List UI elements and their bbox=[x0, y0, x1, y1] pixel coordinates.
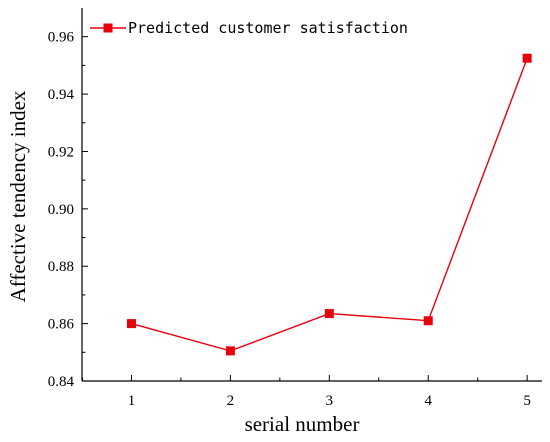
x-axis-label: serial number bbox=[245, 412, 360, 436]
x-tick-label: 4 bbox=[424, 393, 432, 409]
series-line bbox=[131, 57, 528, 352]
x-tick-label: 3 bbox=[326, 393, 334, 409]
y-tick-label: 0.86 bbox=[48, 317, 75, 333]
data-point bbox=[522, 53, 532, 63]
plot-area: 0.84 0.86 0.88 0.90 0.92 0.94 0.96 1 2 3 4 5 bbox=[48, 8, 542, 409]
legend-marker bbox=[103, 23, 113, 33]
legend: Predicted customer satisfaction bbox=[90, 19, 408, 37]
data-point bbox=[423, 316, 433, 326]
y-axis-label: Affective tendency index bbox=[6, 90, 30, 302]
x-tick-label: 2 bbox=[227, 393, 235, 409]
data-point bbox=[225, 346, 235, 356]
y-tick-label: 0.84 bbox=[48, 374, 75, 390]
y-tick-label: 0.92 bbox=[48, 144, 74, 160]
x-tick-label: 1 bbox=[128, 393, 136, 409]
y-tick-label: 0.90 bbox=[48, 202, 74, 218]
y-tick-label: 0.96 bbox=[48, 30, 75, 46]
data-point bbox=[126, 319, 136, 329]
y-tick-label: 0.88 bbox=[48, 259, 74, 275]
y-tick-label: 0.94 bbox=[48, 87, 75, 103]
legend-label: Predicted customer satisfaction bbox=[128, 19, 408, 37]
x-tick-label: 5 bbox=[523, 393, 531, 409]
data-point bbox=[324, 309, 334, 319]
